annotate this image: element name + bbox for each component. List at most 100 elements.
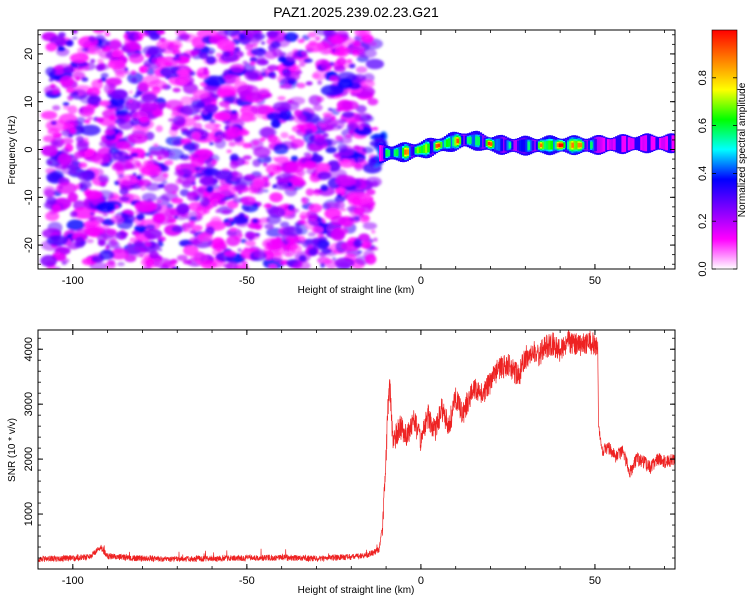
ridge-cell — [514, 140, 518, 152]
ridge-cell — [604, 137, 608, 153]
ridge-cell — [542, 141, 545, 149]
noise-speckle — [245, 232, 260, 241]
noise-speckle — [97, 79, 102, 83]
noise-speckle — [153, 143, 159, 147]
ridge-cell — [523, 139, 526, 152]
noise-speckle — [107, 59, 126, 70]
noise-speckle — [337, 143, 348, 152]
ridge-cell — [659, 138, 662, 149]
noise-speckle — [176, 69, 190, 76]
noise-speckle — [362, 222, 378, 230]
noise-speckle — [330, 215, 347, 226]
ridge-cell — [539, 143, 543, 148]
noise-speckle — [46, 235, 69, 246]
noise-speckle — [60, 137, 74, 145]
ridge-cell — [456, 138, 460, 144]
noise-speckle — [142, 45, 159, 56]
noise-speckle — [259, 137, 266, 142]
noise-speckle — [317, 171, 332, 180]
snr-xlabel: Height of straight line (km) — [298, 585, 415, 596]
x-tick-label: -100 — [62, 275, 84, 287]
noise-speckle — [197, 232, 214, 242]
noise-speckle — [292, 48, 299, 54]
noise-speckle — [208, 154, 220, 163]
noise-speckle — [237, 84, 259, 97]
y-tick-label: -10 — [23, 189, 35, 205]
ridge-cell — [443, 140, 447, 148]
noise-speckle — [365, 253, 377, 265]
noise-speckle — [78, 180, 92, 190]
noise-speckle — [209, 118, 216, 124]
noise-speckle — [327, 107, 333, 112]
noise-speckle — [194, 173, 203, 178]
ridge-cell — [565, 140, 568, 150]
noise-speckle — [170, 125, 179, 131]
ridge-cell — [439, 142, 443, 148]
noise-speckle — [237, 248, 242, 252]
noise-speckle — [153, 213, 166, 223]
ridge-cell — [391, 148, 395, 157]
noise-speckle — [292, 260, 311, 269]
noise-speckle — [58, 153, 72, 165]
noise-speckle — [80, 124, 101, 136]
ridge-cell — [397, 147, 401, 159]
noise-speckle — [98, 174, 110, 183]
noise-speckle — [52, 89, 61, 95]
noise-speckle — [297, 38, 305, 44]
noise-speckle — [143, 152, 152, 157]
noise-speckle — [149, 250, 160, 260]
snr-ylabel: SNR (10 * v/v) — [7, 418, 18, 482]
noise-speckle — [176, 203, 190, 215]
noise-speckle — [74, 151, 85, 159]
noise-speckle — [336, 57, 347, 66]
noise-speckle — [214, 138, 226, 149]
noise-speckle — [143, 228, 163, 240]
noise-speckle — [313, 104, 323, 112]
noise-speckle — [245, 44, 254, 51]
noise-speckle — [166, 203, 174, 209]
colorbar-tick-label: 0.2 — [697, 214, 709, 229]
noise-speckle — [86, 238, 94, 244]
noise-speckle — [89, 216, 97, 222]
noise-speckle — [110, 38, 122, 50]
ridge-cell — [527, 141, 531, 150]
ridge-cell — [535, 141, 539, 150]
x-tick-label: -50 — [239, 275, 255, 287]
noise-speckle — [231, 66, 244, 74]
ridge-cell — [588, 140, 591, 150]
noise-speckle — [298, 63, 306, 67]
noise-speckle — [157, 183, 165, 189]
noise-speckle — [228, 217, 234, 221]
noise-speckle — [302, 113, 320, 124]
ridge-cell — [613, 138, 616, 151]
noise-speckle — [201, 167, 214, 178]
noise-speckle — [205, 55, 217, 65]
noise-speckle — [349, 124, 356, 130]
colorbar-tick-label: 0.6 — [697, 118, 709, 133]
noise-speckle — [322, 258, 334, 265]
noise-speckle — [97, 58, 104, 65]
y-tick-label: 10 — [23, 96, 35, 108]
noise-speckle — [341, 111, 355, 119]
noise-speckle — [111, 163, 125, 172]
ridge-cell — [621, 135, 625, 153]
noise-speckle — [124, 67, 129, 71]
noise-speckle — [215, 209, 220, 214]
noise-speckle — [360, 241, 372, 249]
noise-speckle — [199, 52, 209, 60]
noise-speckle — [325, 146, 337, 154]
noise-speckle — [165, 208, 175, 218]
ridge-cell — [435, 144, 439, 148]
noise-speckle — [186, 191, 198, 202]
noise-speckle — [308, 40, 317, 46]
noise-speckle — [130, 70, 137, 75]
noise-speckle — [128, 53, 145, 64]
noise-speckle — [301, 197, 307, 202]
ridge-cell — [671, 135, 675, 152]
noise-speckle — [280, 221, 290, 228]
noise-speckle — [333, 152, 342, 158]
ridge-cell — [412, 146, 416, 156]
noise-speckle — [368, 157, 378, 167]
noise-speckle — [81, 47, 90, 53]
noise-speckle — [111, 214, 125, 224]
